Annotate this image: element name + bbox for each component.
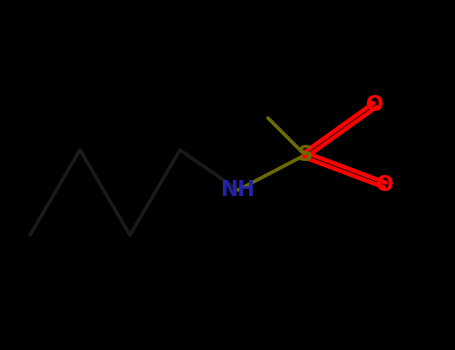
Text: O: O	[376, 175, 394, 195]
Text: NH: NH	[221, 180, 255, 200]
Text: S: S	[298, 145, 313, 165]
Text: O: O	[366, 95, 384, 115]
